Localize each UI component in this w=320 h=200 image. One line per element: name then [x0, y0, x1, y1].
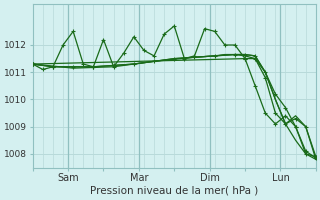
X-axis label: Pression niveau de la mer( hPa ): Pression niveau de la mer( hPa ) [90, 186, 259, 196]
